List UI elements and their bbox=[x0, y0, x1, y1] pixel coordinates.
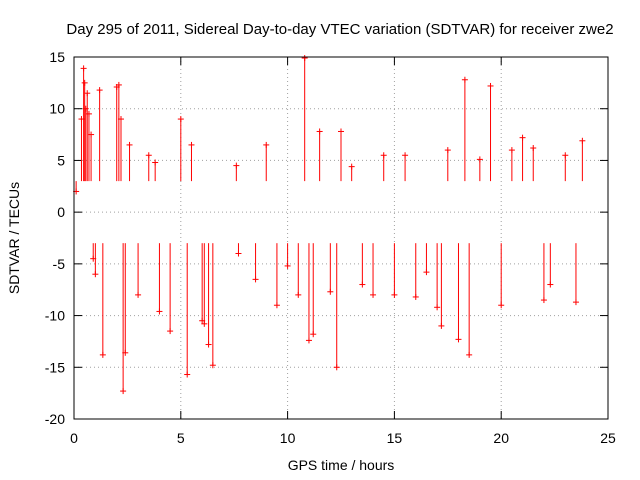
data-point bbox=[562, 152, 569, 159]
data-point bbox=[88, 131, 95, 138]
data-point bbox=[487, 82, 494, 89]
data-point bbox=[338, 128, 344, 135]
data-point bbox=[572, 299, 579, 306]
data-point bbox=[310, 331, 317, 338]
data-point bbox=[235, 250, 242, 257]
data-point bbox=[461, 76, 468, 83]
data-point bbox=[92, 271, 99, 278]
x-tick-label: 10 bbox=[280, 430, 296, 446]
y-tick-label: -20 bbox=[45, 411, 65, 427]
data-point bbox=[80, 65, 87, 72]
data-point bbox=[167, 328, 174, 335]
data-point bbox=[423, 269, 430, 276]
x-tick-label: 15 bbox=[387, 430, 403, 446]
x-tick-label: 20 bbox=[493, 430, 509, 446]
y-tick-label: 15 bbox=[49, 49, 65, 65]
data-point bbox=[81, 79, 88, 86]
data-point bbox=[135, 291, 142, 298]
y-tick-label: -15 bbox=[45, 359, 65, 375]
y-axis-ticks: -20 -15 -10 -5 0 5 10 15 bbox=[45, 49, 608, 427]
x-axis-label: GPS time / hours bbox=[288, 457, 395, 473]
data-point bbox=[434, 304, 441, 311]
data-point bbox=[201, 320, 208, 327]
data-point bbox=[391, 291, 398, 298]
data-point bbox=[115, 81, 122, 88]
data-point bbox=[120, 388, 127, 395]
data-point bbox=[273, 302, 280, 309]
data-point bbox=[284, 262, 291, 269]
data-point bbox=[117, 116, 124, 123]
data-point bbox=[508, 147, 515, 154]
data-point bbox=[96, 87, 103, 94]
y-tick-label: 5 bbox=[57, 152, 65, 168]
data-point bbox=[316, 128, 323, 135]
x-tick-label: 25 bbox=[600, 430, 616, 446]
data-point bbox=[327, 288, 334, 295]
data-point bbox=[188, 141, 195, 148]
x-tick-label: 5 bbox=[177, 430, 185, 446]
y-tick-label: 0 bbox=[57, 204, 65, 220]
data-point bbox=[205, 341, 212, 348]
y-tick-label: -10 bbox=[45, 308, 65, 324]
data-point bbox=[444, 147, 451, 154]
x-tick-label: 0 bbox=[70, 430, 78, 446]
data-layer bbox=[73, 55, 586, 395]
data-point bbox=[263, 141, 270, 148]
data-point bbox=[498, 302, 505, 309]
data-point bbox=[402, 152, 409, 159]
data-point bbox=[122, 349, 129, 356]
data-point bbox=[184, 371, 191, 378]
y-axis-label: SDTVAR / TECUs bbox=[6, 182, 22, 294]
data-point bbox=[380, 152, 387, 159]
data-point bbox=[85, 110, 92, 117]
data-point bbox=[359, 281, 366, 288]
data-point bbox=[370, 291, 377, 298]
data-point bbox=[84, 90, 91, 97]
data-point bbox=[145, 152, 152, 159]
data-point bbox=[82, 105, 89, 112]
data-point bbox=[547, 281, 554, 288]
data-point bbox=[209, 362, 216, 369]
data-point bbox=[333, 364, 340, 371]
data-point bbox=[252, 276, 259, 283]
data-point bbox=[177, 116, 184, 123]
data-point bbox=[466, 351, 473, 358]
data-point bbox=[438, 322, 445, 329]
data-point bbox=[152, 159, 159, 166]
data-point bbox=[455, 336, 462, 343]
data-point bbox=[126, 141, 133, 148]
y-tick-label: 10 bbox=[49, 101, 65, 117]
y-tick-label: -5 bbox=[53, 256, 66, 272]
data-point bbox=[233, 162, 240, 169]
data-point bbox=[519, 134, 526, 141]
data-point bbox=[305, 337, 312, 344]
data-point bbox=[530, 145, 537, 152]
data-point bbox=[99, 351, 106, 358]
plot-border bbox=[73, 56, 609, 420]
data-point bbox=[476, 156, 483, 163]
data-point bbox=[156, 308, 163, 315]
chart-title: Day 295 of 2011, Sidereal Day-to-day VTE… bbox=[66, 21, 613, 38]
data-point bbox=[412, 293, 419, 300]
grid bbox=[74, 57, 608, 419]
data-point bbox=[301, 55, 308, 62]
data-point bbox=[348, 163, 355, 170]
data-point bbox=[579, 137, 586, 144]
data-point bbox=[540, 297, 547, 304]
data-point bbox=[295, 291, 302, 298]
